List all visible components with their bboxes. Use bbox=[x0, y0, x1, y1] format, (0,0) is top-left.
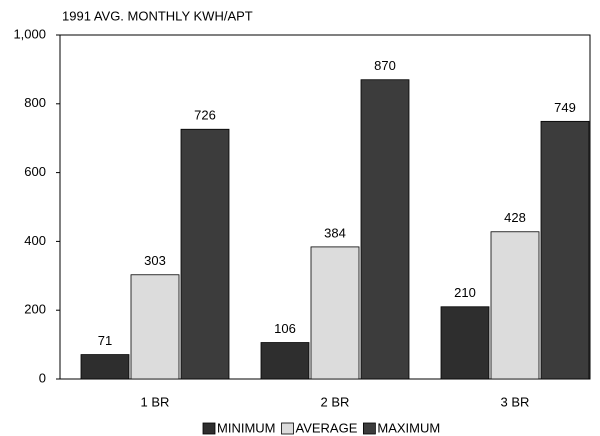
bar bbox=[440, 306, 490, 380]
chart-title: 1991 AVG. MONTHLY KWH/APT bbox=[62, 8, 253, 23]
y-tick-label: 1,000 bbox=[13, 26, 46, 41]
legend-label: AVERAGE bbox=[296, 420, 358, 435]
legend-label: MINIMUM bbox=[217, 420, 276, 435]
value-label: 106 bbox=[274, 321, 296, 336]
y-tick-label: 200 bbox=[24, 302, 46, 317]
bar bbox=[260, 342, 310, 380]
value-label: 303 bbox=[144, 253, 166, 268]
legend-swatch bbox=[362, 422, 376, 435]
legend-swatch bbox=[281, 422, 294, 435]
value-label: 726 bbox=[194, 108, 216, 123]
bar bbox=[310, 246, 360, 380]
bar bbox=[80, 354, 130, 380]
bar bbox=[130, 274, 180, 380]
bar bbox=[490, 231, 540, 380]
legend-swatch bbox=[202, 422, 216, 435]
x-tick-label: 3 BR bbox=[501, 394, 530, 409]
y-tick-label: 400 bbox=[24, 233, 46, 248]
value-label: 749 bbox=[554, 100, 576, 115]
value-label: 384 bbox=[324, 225, 346, 240]
bar bbox=[360, 79, 410, 380]
y-tick-label: 0 bbox=[39, 370, 46, 385]
bar bbox=[180, 128, 230, 380]
y-tick-label: 600 bbox=[24, 164, 46, 179]
value-label: 870 bbox=[374, 58, 396, 73]
bar bbox=[540, 120, 590, 380]
x-tick-label: 1 BR bbox=[141, 394, 170, 409]
x-tick-label: 2 BR bbox=[321, 394, 350, 409]
legend-label: MAXIMUM bbox=[377, 420, 440, 435]
value-label: 428 bbox=[504, 210, 526, 225]
value-label: 210 bbox=[454, 285, 476, 300]
value-label: 71 bbox=[98, 333, 112, 348]
y-tick-label: 800 bbox=[24, 95, 46, 110]
